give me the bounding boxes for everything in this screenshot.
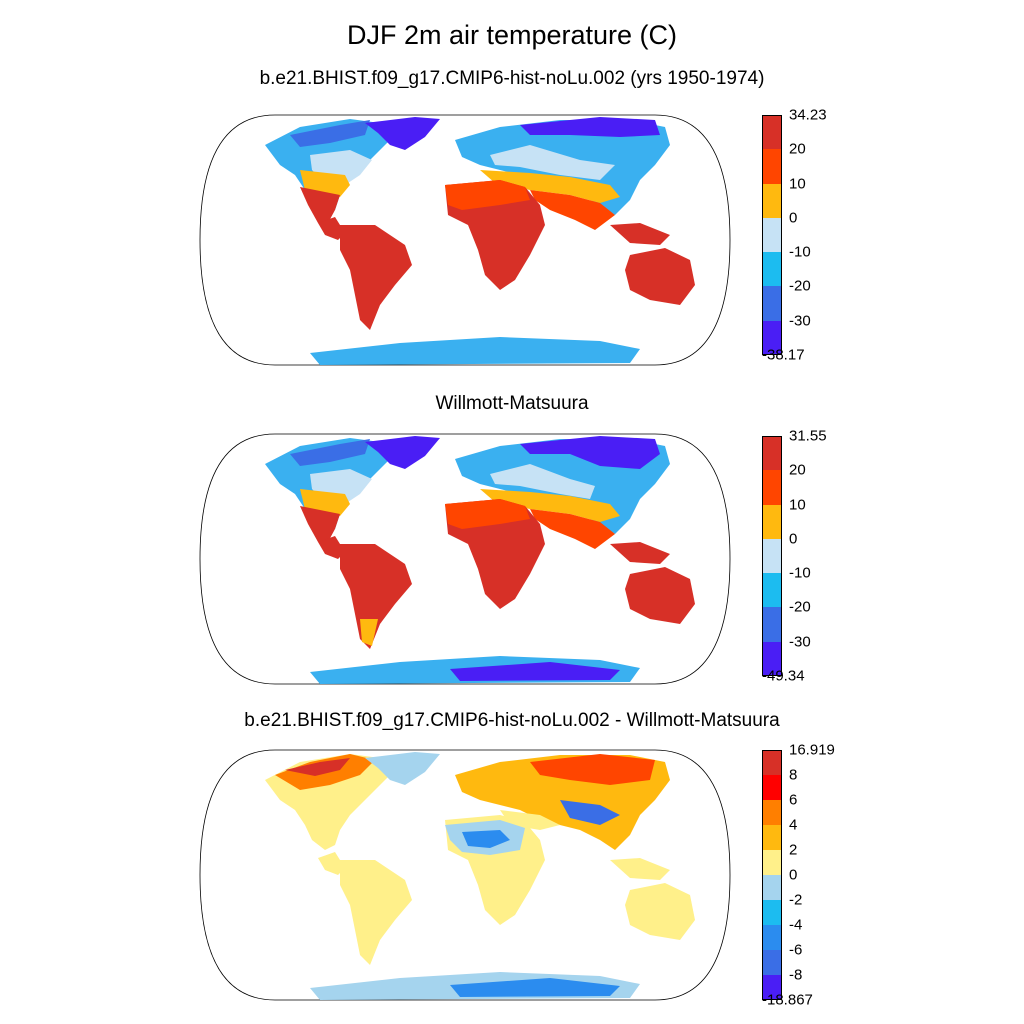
colorbar-swatch: [762, 825, 782, 850]
land-central-america: [318, 852, 345, 875]
colorbar-swatch: [762, 800, 782, 825]
colorbar-label: 16.919: [789, 741, 835, 759]
colorbar-label: 0: [789, 866, 798, 884]
colorbar-label: 0: [789, 530, 798, 548]
land-patagonia: [360, 619, 378, 646]
colorbar-label: -20: [789, 277, 811, 295]
colorbar-swatch: [762, 641, 782, 676]
colorbar-label: 6: [789, 791, 798, 809]
colorbar-label: 8: [789, 766, 798, 784]
land-antarctica: [310, 337, 640, 365]
land-antarctica-interior: [450, 662, 620, 681]
colorbar-label: 10: [789, 496, 806, 514]
land-australia: [625, 567, 695, 624]
colorbar-swatch: [762, 875, 782, 900]
colorbar-swatch: [762, 320, 782, 355]
colorbar-swatch: [762, 573, 782, 608]
colorbar-label: 0: [789, 209, 798, 227]
colorbar-label: -20: [789, 598, 811, 616]
colorbar-swatch: [762, 925, 782, 950]
colorbar-swatch: [762, 115, 782, 150]
land-indonesia: [610, 858, 670, 880]
land-antarctica-interior: [450, 978, 620, 997]
land-indonesia: [610, 223, 670, 245]
colorbar-label: 10: [789, 175, 806, 193]
land-south-america: [340, 225, 412, 330]
colorbar-label: -10: [789, 564, 811, 582]
colorbar-swatch: [762, 607, 782, 642]
map-observations: [199, 433, 731, 685]
panel-3-title: b.e21.BHIST.f09_g17.CMIP6-hist-noLu.002 …: [244, 710, 780, 731]
colorbar-swatch: [762, 183, 782, 218]
colorbar-swatch: [762, 950, 782, 975]
colorbar-swatch: [762, 975, 782, 1000]
colorbar-swatch: [762, 470, 782, 505]
colorbar-label: -4: [789, 916, 803, 934]
colorbar-swatch: [762, 217, 782, 253]
colorbar-label: 34.23: [789, 106, 827, 124]
colorbar-swatch: [762, 775, 782, 800]
colorbar-difference: 16.919 8 6 4 2 0 -2 -4 -6 -8 -18.867: [762, 743, 835, 1008]
land-north-america: [265, 438, 395, 542]
colorbar-swatch: [762, 504, 782, 539]
land-central-america: [318, 536, 345, 559]
colorbar-frame: [762, 436, 782, 676]
map-model: [199, 114, 731, 366]
land-central-america: [318, 217, 345, 240]
land-north-america: [265, 754, 395, 850]
colorbar-label: -6: [789, 941, 803, 959]
land-north-america: [265, 119, 395, 223]
colorbar-label: -10: [789, 243, 811, 261]
colorbar-swatch: [762, 900, 782, 925]
land-south-america: [340, 544, 412, 649]
colorbar-swatch: [762, 252, 782, 287]
colorbar-observations: 31.55 20 10 0 -10 -20 -30 -49.34: [762, 429, 827, 684]
land-indonesia: [610, 542, 670, 564]
land-australia: [625, 248, 695, 305]
colorbar-label: -38.17: [762, 346, 805, 364]
colorbar-label: -30: [789, 312, 811, 330]
colorbar-frame: [762, 115, 782, 355]
colorbar-swatch: [762, 538, 782, 574]
land-africa-north: [445, 180, 530, 210]
colorbar-label: 20: [789, 461, 806, 479]
colorbar-label: -2: [789, 891, 803, 909]
land-greenland: [365, 436, 440, 469]
colorbar-swatch: [762, 286, 782, 321]
land-greenland: [365, 752, 440, 785]
colorbar-label: -30: [789, 633, 811, 651]
colorbar-model: 34.23 20 10 0 -10 -20 -30 -38.17: [762, 108, 827, 363]
land-sahara-core: [462, 830, 510, 848]
colorbar-label: -18.867: [762, 991, 813, 1009]
colorbar-label: -8: [789, 966, 803, 984]
colorbar-swatch: [762, 850, 782, 875]
colorbar-swatch: [762, 149, 782, 184]
land-eurasia: [455, 436, 670, 549]
colorbar-label: 20: [789, 140, 806, 158]
land-eurasia: [455, 117, 670, 230]
colorbar-label: -49.34: [762, 667, 805, 685]
panel-1-title: b.e21.BHIST.f09_g17.CMIP6-hist-noLu.002 …: [259, 68, 765, 89]
colorbar-label: 4: [789, 816, 798, 834]
colorbar-frame: [762, 750, 782, 1000]
colorbar-label: 31.55: [789, 427, 827, 445]
land-africa-north: [445, 499, 530, 529]
colorbar-label: 2: [789, 841, 798, 859]
map-difference: [199, 749, 731, 1001]
panel-2-title: Willmott-Matsuura: [435, 393, 589, 414]
colorbar-swatch: [762, 750, 782, 775]
land-greenland: [365, 117, 440, 150]
main-title: DJF 2m air temperature (C): [346, 20, 678, 50]
colorbar-swatch: [762, 436, 782, 471]
land-australia: [625, 883, 695, 940]
land-south-america: [340, 860, 412, 965]
